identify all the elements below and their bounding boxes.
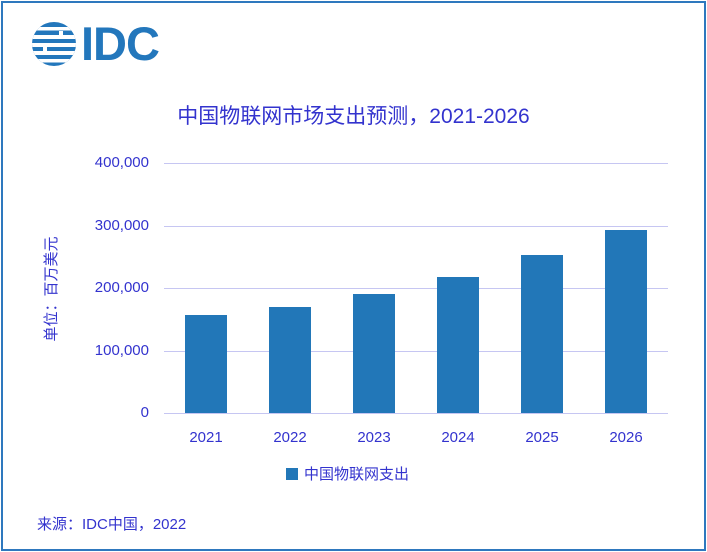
y-tick-label: 400,000	[94, 154, 149, 171]
gridline	[164, 163, 668, 164]
source-note: 来源：IDC中国，2022	[37, 516, 187, 533]
gridline	[164, 350, 668, 352]
y-tick-label: 0	[140, 404, 149, 421]
bar	[269, 306, 311, 413]
gridline	[164, 225, 668, 227]
x-axis-label: 2025	[525, 429, 559, 446]
legend-marker	[286, 467, 298, 480]
x-axis-label: 2026	[609, 429, 643, 446]
bar	[185, 314, 227, 413]
idc-logo: IDC	[31, 17, 160, 70]
bar-slot	[248, 163, 332, 413]
bar-series	[164, 163, 668, 413]
bar-slot	[500, 163, 584, 413]
y-axis-ticks: 0 100,000 200,000 300,000 400,000	[58, 154, 149, 421]
chart-title: 中国物联网市场支出预测，2021-2026	[177, 105, 530, 128]
plot-area	[164, 163, 668, 414]
idc-logo-text: IDC	[81, 17, 160, 70]
x-axis-label: 2022	[273, 429, 307, 446]
bar	[437, 276, 479, 413]
bar-slot	[164, 163, 248, 413]
bar	[605, 229, 647, 413]
x-axis-labels: 2021 2022 2023 2024 2025 2026	[164, 429, 668, 446]
y-tick-label: 300,000	[94, 216, 149, 234]
legend: 中国物联网支出	[286, 463, 409, 484]
x-axis-label: 2024	[441, 429, 475, 446]
legend-label: 中国物联网支出	[304, 466, 410, 483]
y-tick-label: 100,000	[94, 341, 149, 359]
gridline	[164, 288, 668, 289]
y-axis-title: 单位：百万美元	[43, 236, 60, 342]
x-axis-label: 2023	[357, 429, 391, 446]
bar	[353, 294, 395, 413]
gridline	[164, 413, 668, 414]
y-tick-label: 200,000	[94, 279, 149, 296]
bar-slot	[584, 163, 668, 413]
bar	[521, 254, 563, 413]
bar-slot	[332, 163, 416, 413]
bar-slot	[416, 163, 500, 413]
x-axis-label: 2021	[189, 429, 223, 446]
idc-globe-icon	[32, 21, 76, 66]
